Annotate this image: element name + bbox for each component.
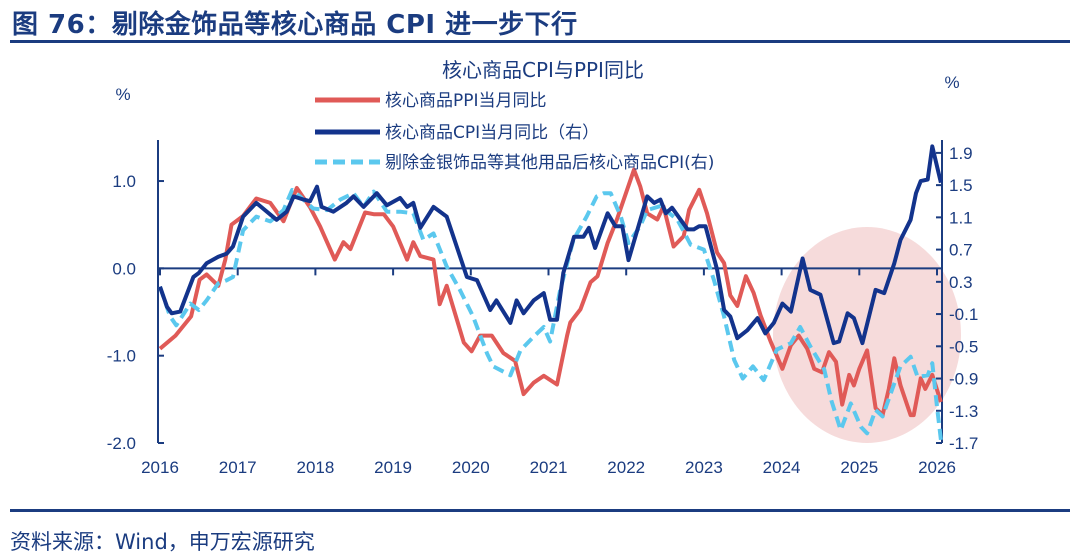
x-tick-label: 2020	[452, 458, 490, 477]
x-tick-label: 2016	[141, 458, 179, 477]
right-tick-label: -0.5	[949, 337, 978, 356]
legend: 核心商品PPI当月同比 核心商品CPI当月同比（右） 剔除金银饰品等其他用品后核…	[315, 91, 714, 173]
x-tick-label: 2017	[219, 458, 257, 477]
source-note: 资料来源：Wind，申万宏源研究	[10, 530, 315, 554]
right-axis-unit: %	[944, 73, 959, 92]
right-tick-label: -0.9	[949, 370, 978, 389]
figure-title: 图 76：剔除金饰品等核心商品 CPI 进一步下行	[12, 10, 578, 40]
legend-label-cpi-ex-gold: 剔除金银饰品等其他用品后核心商品CPI(右)	[385, 153, 714, 173]
x-tick-label: 2023	[685, 458, 723, 477]
x-tick-label: 2022	[607, 458, 645, 477]
series-line-cpi	[158, 144, 943, 346]
left-tick-label: -1.0	[107, 347, 136, 366]
x-tick-label: 2026	[918, 458, 956, 477]
x-tick-label: 2024	[763, 458, 801, 477]
right-tick-label: 1.5	[949, 176, 973, 195]
series-line-cpi-ex-gold	[158, 188, 943, 441]
x-tick-label: 2025	[840, 458, 878, 477]
left-tick-label: 1.0	[112, 172, 136, 191]
left-tick-label: -2.0	[107, 434, 136, 453]
left-tick-label: 0.0	[112, 259, 136, 278]
x-tick-label: 2019	[374, 458, 412, 477]
right-tick-label: 1.1	[949, 208, 973, 227]
title-divider	[10, 40, 1070, 43]
x-tick-label: 2021	[530, 458, 568, 477]
right-tick-label: -1.3	[949, 402, 978, 421]
right-tick-label: -0.1	[949, 305, 978, 324]
legend-label-cpi: 核心商品CPI当月同比（右）	[385, 123, 599, 143]
series-line-ppi	[158, 167, 943, 418]
chart-title: 核心商品CPI与PPI同比	[442, 58, 644, 82]
right-tick-label: -1.7	[949, 434, 978, 453]
x-tick-label: 2018	[296, 458, 334, 477]
left-axis-unit: %	[115, 85, 130, 104]
right-tick-label: 0.3	[949, 273, 973, 292]
footer-divider	[10, 509, 1070, 512]
highlight-ellipse	[773, 227, 961, 443]
right-tick-label: 1.9	[949, 144, 973, 163]
legend-label-ppi: 核心商品PPI当月同比	[385, 91, 547, 111]
right-tick-label: 0.7	[949, 241, 973, 260]
